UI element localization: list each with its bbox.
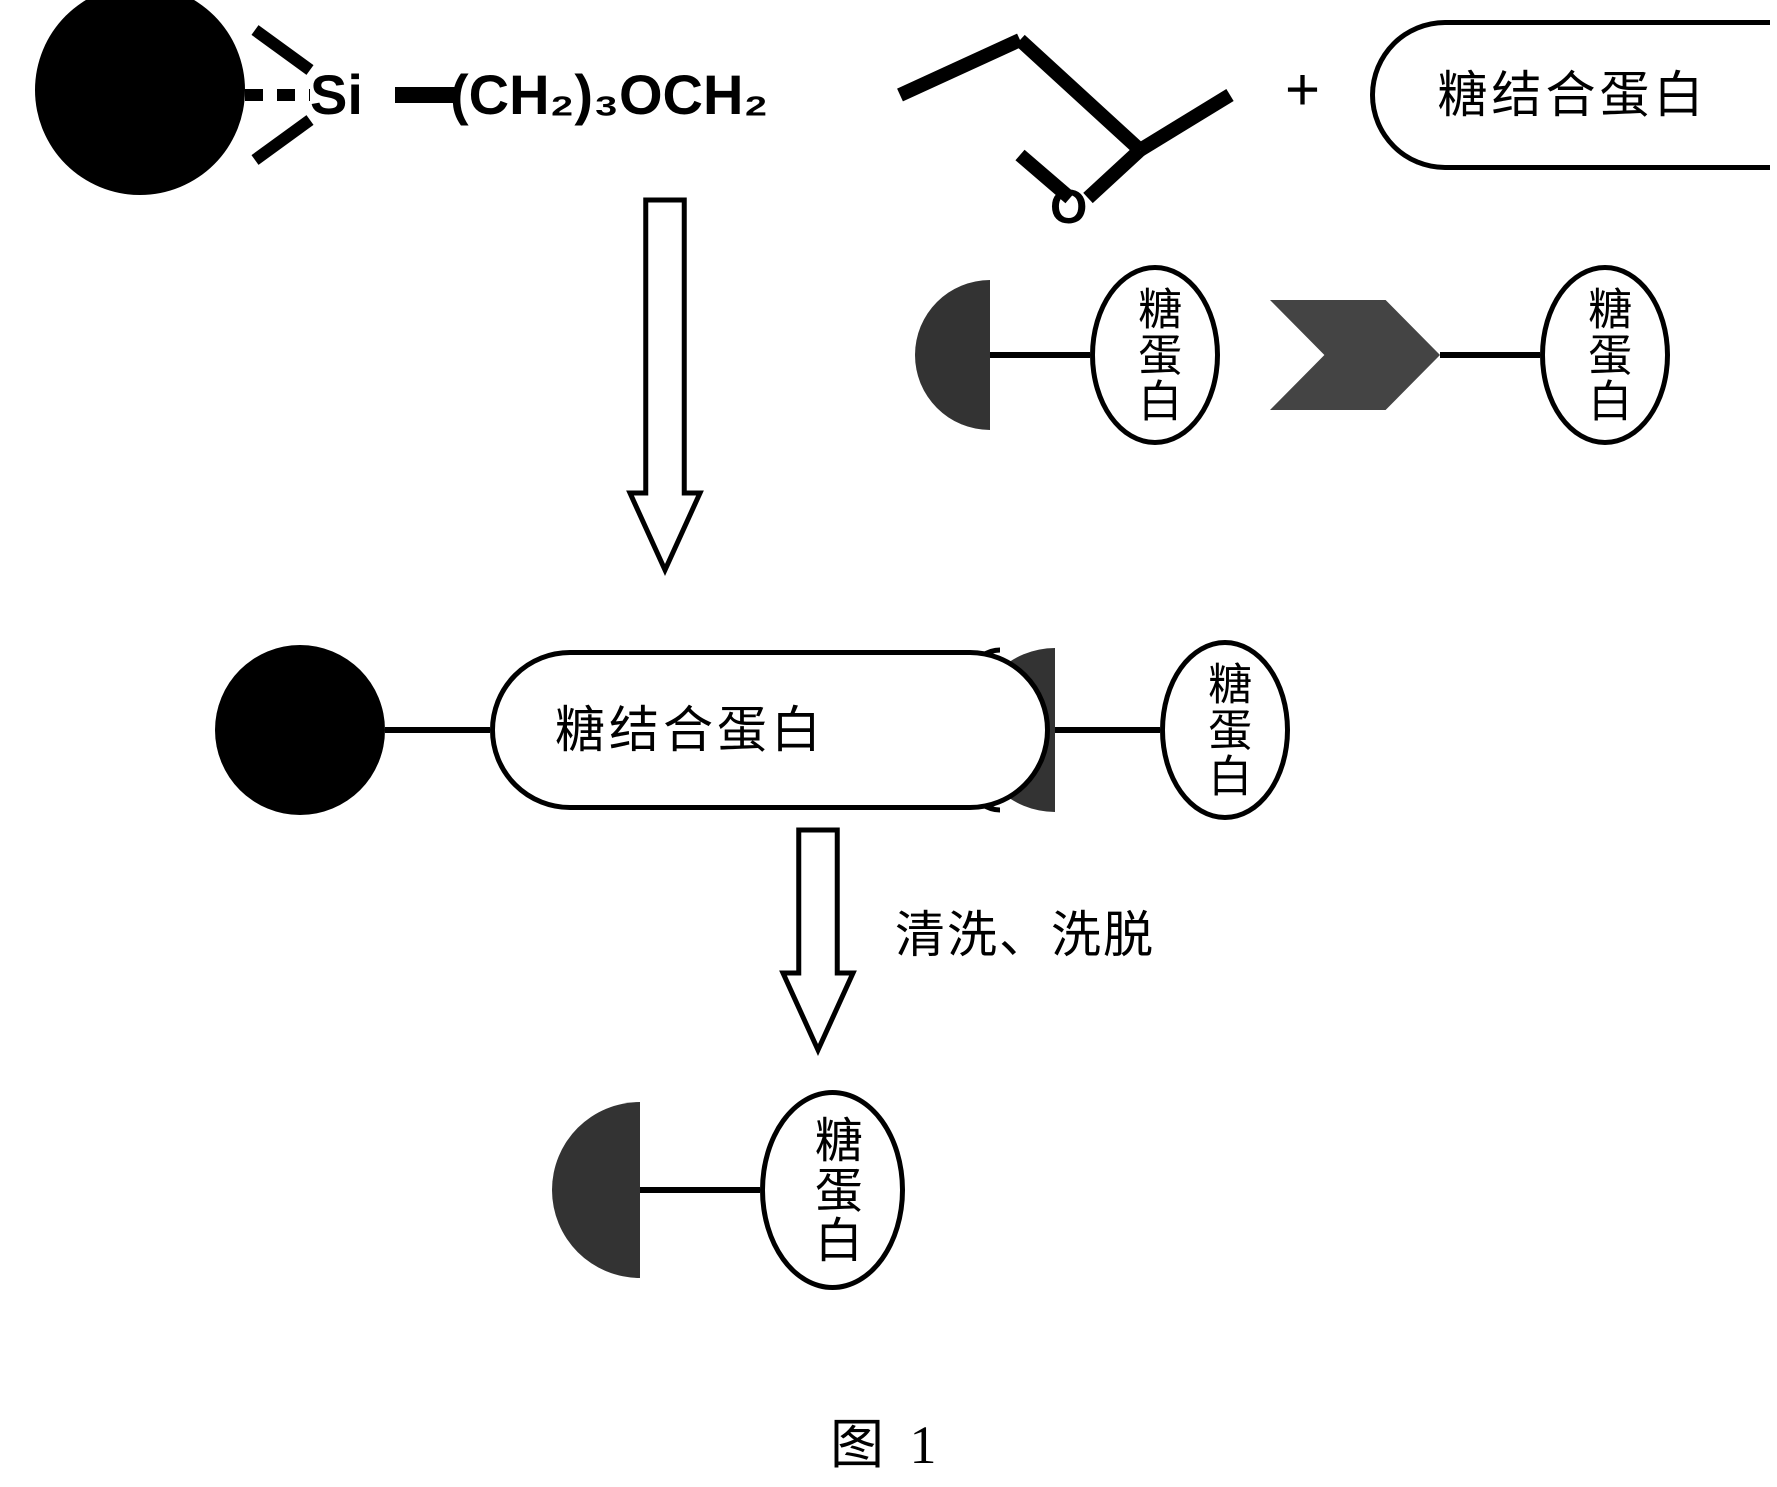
ellipse-glycoprotein-d-label: 糖蛋白 bbox=[806, 1115, 859, 1265]
ellipse-glycoprotein-b: 糖蛋白 bbox=[1540, 265, 1670, 445]
ellipse-glycoprotein-c-label: 糖蛋白 bbox=[1201, 661, 1249, 799]
formula-si: Si bbox=[310, 62, 363, 127]
ellipse-glycoprotein-a-label: 糖蛋白 bbox=[1131, 286, 1179, 424]
ellipse-glycoprotein-a: 糖蛋白 bbox=[1090, 265, 1220, 445]
capsule-lectin-top: 糖结合蛋白 bbox=[1370, 20, 1770, 170]
ellipse-glycoprotein-b-label: 糖蛋白 bbox=[1581, 286, 1629, 424]
ellipse-glycoprotein-d: 糖蛋白 bbox=[760, 1090, 905, 1290]
plus-sign: + bbox=[1285, 55, 1320, 124]
figure-caption: 图 1 bbox=[830, 1400, 943, 1479]
capsule-lectin-mid: 糖结合蛋白 bbox=[490, 650, 1050, 810]
capsule-lectin-mid-label: 糖结合蛋白 bbox=[555, 703, 825, 758]
formula-chain: (CH₂)₃OCH₂ bbox=[450, 62, 768, 127]
ellipse-glycoprotein-c: 糖蛋白 bbox=[1160, 640, 1290, 820]
capsule-lectin-top-label: 糖结合蛋白 bbox=[1438, 68, 1708, 123]
epoxide-o-label: O bbox=[1050, 180, 1087, 235]
wash-elute-label: 清洗、洗脱 bbox=[895, 895, 1155, 967]
